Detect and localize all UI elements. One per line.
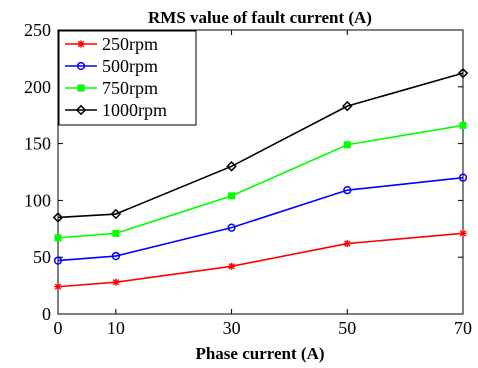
series-line-750rpm	[57, 124, 464, 239]
data-point-750rpm	[343, 141, 351, 149]
series-line-1000rpm	[57, 72, 464, 219]
data-point-250rpm	[227, 262, 236, 270]
legend-label: 250rpm	[102, 34, 158, 54]
data-point-500rpm	[343, 186, 352, 195]
data-point-1000rpm	[52, 212, 64, 223]
legend-label: 750rpm	[102, 78, 158, 98]
plot-area-frame	[57, 29, 464, 315]
series-line-500rpm	[57, 176, 464, 262]
data-point-1000rpm	[110, 208, 122, 220]
y-tick-label: 250	[24, 20, 51, 40]
legend-label: 500rpm	[102, 56, 158, 76]
legend-label: 1000rpm	[102, 100, 167, 120]
legend-item: 500rpm	[65, 56, 158, 76]
data-point-1000rpm	[342, 100, 353, 112]
legend-item: 1000rpm	[65, 100, 167, 120]
x-tick-label: 50	[338, 318, 356, 338]
x-tick-label: 0	[54, 318, 63, 338]
legend-marker	[75, 104, 87, 116]
y-tick-label: 100	[24, 190, 51, 210]
data-point-250rpm	[343, 239, 351, 248]
series-500rpm	[53, 173, 468, 265]
data-point-250rpm	[54, 283, 62, 291]
legend-item: 750rpm	[65, 78, 158, 98]
data-point-750rpm	[459, 121, 467, 129]
data-point-500rpm	[227, 223, 236, 232]
series-750rpm	[54, 121, 467, 242]
y-tick-label: 150	[24, 134, 51, 154]
data-point-250rpm	[459, 229, 467, 237]
series-250rpm	[54, 229, 467, 291]
legend-marker	[77, 40, 85, 48]
data-point-1000rpm	[457, 67, 469, 79]
x-tick-label: 70	[454, 318, 472, 338]
data-point-500rpm	[458, 173, 468, 182]
x-tick-label: 10	[107, 318, 125, 338]
data-point-1000rpm	[226, 161, 237, 172]
series-line-250rpm	[57, 232, 464, 288]
data-point-250rpm	[112, 278, 120, 286]
x-tick-label: 30	[223, 318, 241, 338]
y-tick-label: 0	[42, 304, 51, 324]
y-tick-label: 200	[24, 77, 51, 97]
y-tick-label: 50	[33, 247, 51, 267]
legend-item: 250rpm	[65, 34, 158, 54]
data-point-750rpm	[54, 234, 62, 242]
legend-marker	[76, 61, 86, 71]
series-layer	[52, 67, 469, 291]
x-axis-label: Phase current (A)	[195, 344, 324, 363]
axis-ticks: 0 10 30 50 70 0 50 100 150 200 250	[24, 20, 472, 338]
legend-marker	[77, 84, 85, 92]
chart-title: RMS value of fault current (A)	[148, 8, 372, 27]
data-point-750rpm	[112, 229, 120, 237]
series-1000rpm	[52, 67, 469, 223]
data-point-500rpm	[111, 251, 121, 261]
data-point-750rpm	[228, 192, 236, 200]
